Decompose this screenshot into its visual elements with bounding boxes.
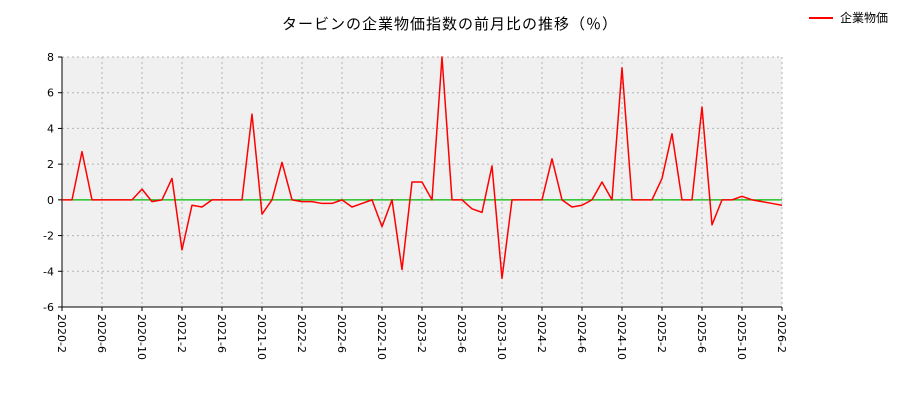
legend: 企業物価 (808, 9, 888, 26)
y-tick-label: 0 (47, 194, 54, 207)
x-tick-label: 2025-2 (655, 314, 668, 353)
x-tick-label: 2021-10 (255, 314, 268, 360)
x-tick-label: 2020-2 (55, 314, 68, 353)
x-tick-label: 2020-10 (135, 314, 148, 360)
chart-title: タービンの企業物価指数の前月比の推移（％） (281, 15, 618, 33)
series-legend-label: 企業物価 (839, 11, 888, 25)
x-tick-label: 2022-6 (335, 314, 348, 353)
x-tick-label: 2025-10 (735, 314, 748, 360)
y-tick-label: 6 (47, 87, 54, 100)
x-tick-label: 2024-6 (575, 314, 588, 353)
x-tick-label: 2020-6 (95, 314, 108, 353)
y-tick-label: 4 (47, 122, 54, 135)
price-index-series-line (62, 56, 783, 280)
x-tick-label: 2021-2 (175, 314, 188, 353)
series-line-marker (808, 16, 833, 19)
x-tick-label: 2025-6 (695, 314, 708, 353)
x-tick-label: 2023-6 (455, 314, 468, 353)
x-tick-label: 2021-6 (215, 314, 228, 353)
x-tick-label: 2023-10 (495, 314, 508, 360)
x-tick-label: 2024-10 (615, 314, 628, 360)
x-tick-label: 2022-10 (375, 314, 388, 360)
x-tick-label: 2022-2 (295, 314, 308, 353)
x-tick-label: 2026-2 (775, 314, 788, 353)
y-tick-label: -4 (43, 265, 54, 278)
y-tick-label: 2 (47, 158, 54, 171)
x-tick-label: 2023-2 (415, 314, 428, 353)
y-tick-label: -2 (43, 230, 54, 243)
y-tick-label: -6 (43, 301, 54, 314)
x-tick-label: 2024-2 (535, 314, 548, 353)
y-tick-label: 8 (47, 51, 54, 64)
